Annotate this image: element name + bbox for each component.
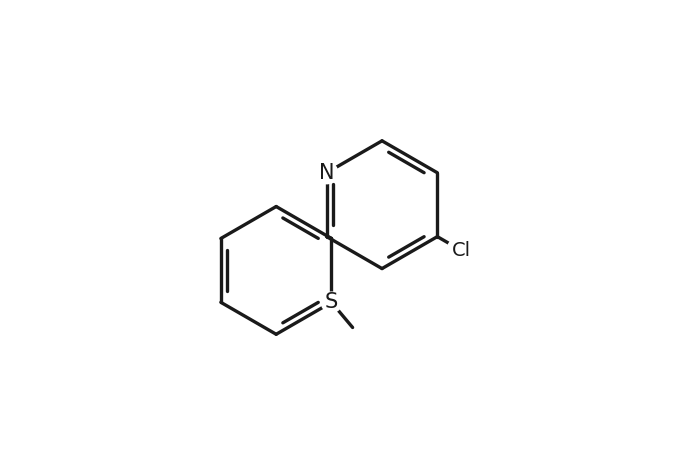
Circle shape	[447, 237, 475, 264]
Text: N: N	[319, 163, 334, 183]
Circle shape	[321, 292, 342, 312]
Text: Cl: Cl	[451, 241, 471, 260]
Text: S: S	[325, 292, 338, 312]
Circle shape	[316, 162, 338, 184]
